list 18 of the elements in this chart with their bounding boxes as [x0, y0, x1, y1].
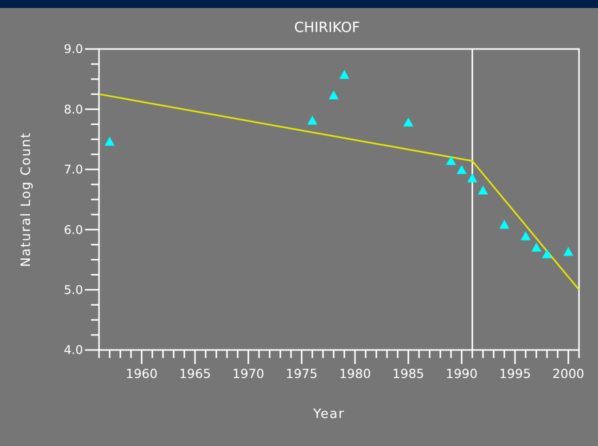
chart-title: CHIRIKOF [294, 20, 360, 36]
x-tick-label: 1960 [126, 366, 158, 381]
y-tick-label: 9.0 [64, 42, 83, 56]
y-axis-title: Natural Log Count [19, 132, 34, 268]
y-tick-label: 8.0 [64, 102, 83, 116]
x-axis-title: Year [312, 407, 345, 422]
y-tick-label: 7.0 [64, 162, 83, 177]
x-tick-label: 1980 [339, 366, 371, 381]
y-tick-label: 5.0 [64, 283, 83, 297]
x-tick-label: 1995 [499, 366, 531, 381]
x-tick-label: 2000 [552, 366, 584, 381]
y-tick-label: 4.0 [64, 343, 83, 358]
x-tick-label: 1975 [286, 366, 318, 381]
x-tick-label: 1970 [232, 366, 264, 381]
x-tick-label: 1965 [179, 366, 211, 381]
x-tick-label: 1990 [446, 366, 478, 381]
x-tick-label: 1985 [392, 366, 424, 381]
y-tick-label: 6.0 [64, 222, 83, 237]
